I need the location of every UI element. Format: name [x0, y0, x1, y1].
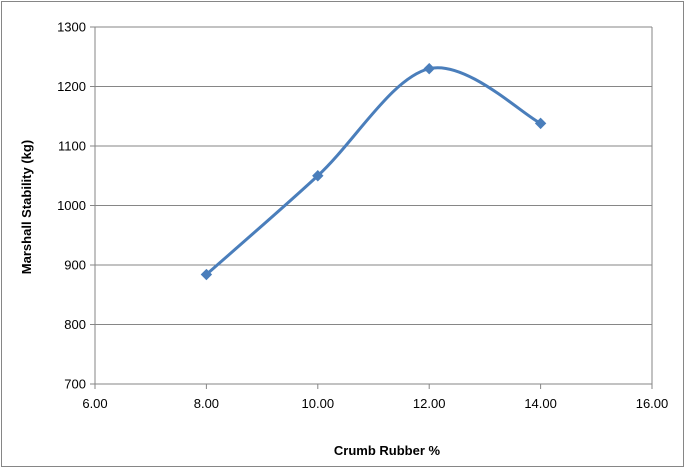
data-point-14	[534, 117, 547, 130]
y-tick-labels: 700 800 900 1000 1100 1200 1300	[57, 20, 86, 392]
data-point-10	[312, 170, 324, 182]
y-tick-label: 1100	[58, 139, 86, 154]
x-tick-label: 12.00	[413, 396, 446, 411]
axes	[90, 26, 653, 389]
x-tick-label: 6.00	[82, 396, 107, 411]
y-axis-title: Marshall Stability (kg)	[19, 140, 34, 274]
series-line	[204, 66, 543, 277]
series-marshall-stability	[200, 62, 547, 281]
data-point-8	[200, 268, 213, 281]
x-tick-labels: 6.00 8.00 10.00 12.00 14.00 16.00	[82, 396, 668, 411]
y-tick-label: 1000	[57, 198, 86, 213]
x-tick-label: 10.00	[302, 396, 335, 411]
x-tick-label: 8.00	[194, 396, 219, 411]
y-tick-label: 800	[64, 317, 86, 332]
x-tick-label: 14.00	[524, 396, 557, 411]
y-tick-label: 700	[64, 377, 86, 392]
y-tick-label: 900	[64, 258, 86, 273]
x-tick-label: 16.00	[636, 396, 669, 411]
x-axis-title: Crumb Rubber %	[334, 443, 441, 458]
y-tick-label: 1200	[57, 79, 86, 94]
data-point-12	[423, 62, 435, 75]
gridlines	[95, 26, 652, 325]
y-tick-label: 1300	[57, 20, 86, 35]
